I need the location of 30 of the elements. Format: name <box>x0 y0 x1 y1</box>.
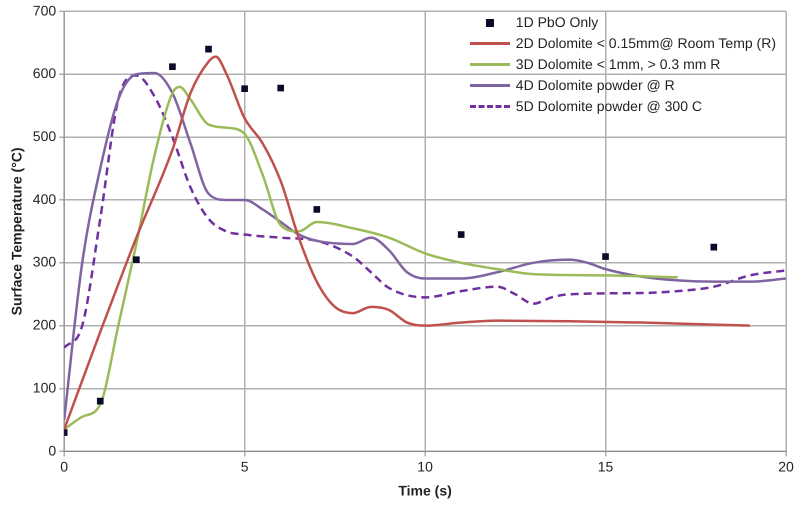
y-tick-label: 300 <box>32 254 56 270</box>
point <box>96 398 104 404</box>
point <box>205 46 212 52</box>
point <box>133 256 140 264</box>
y-axis-title: Surface Temperature (°C) <box>8 147 24 316</box>
x-tick-label: 5 <box>240 458 249 475</box>
legend-label: 4D Dolomite powder @ R <box>516 76 675 95</box>
point <box>602 253 609 260</box>
y-tick-label: 600 <box>32 65 56 82</box>
point <box>710 244 718 250</box>
legend-label: 1D PbO Only <box>516 13 598 32</box>
y-tick-label: 400 <box>32 190 56 207</box>
x-axis-title: Time (s) <box>398 482 452 498</box>
legend-label: 2D Dolomite < 0.15mm@ Room Temp (R) <box>516 34 776 53</box>
x-tick-label: 20 <box>778 458 794 475</box>
y-tick-label: 0 <box>48 442 56 458</box>
legend-label: 3D Dolomite < 1mm, > 0.3 mm R <box>516 55 720 74</box>
x-tick-label: 10 <box>417 458 434 475</box>
x-tick-label: 15 <box>598 458 614 475</box>
y-tick-label: 500 <box>32 128 56 144</box>
point <box>458 231 464 238</box>
point <box>241 85 248 92</box>
point <box>169 63 176 70</box>
point <box>313 206 320 213</box>
legend-label: 5D Dolomite powder @ 300 C <box>516 97 702 116</box>
point <box>277 84 284 92</box>
x-tick-label: 0 <box>60 458 68 475</box>
y-tick-label: 700 <box>32 2 56 18</box>
y-tick-label: 200 <box>32 316 56 333</box>
y-tick-label: 100 <box>32 379 56 396</box>
